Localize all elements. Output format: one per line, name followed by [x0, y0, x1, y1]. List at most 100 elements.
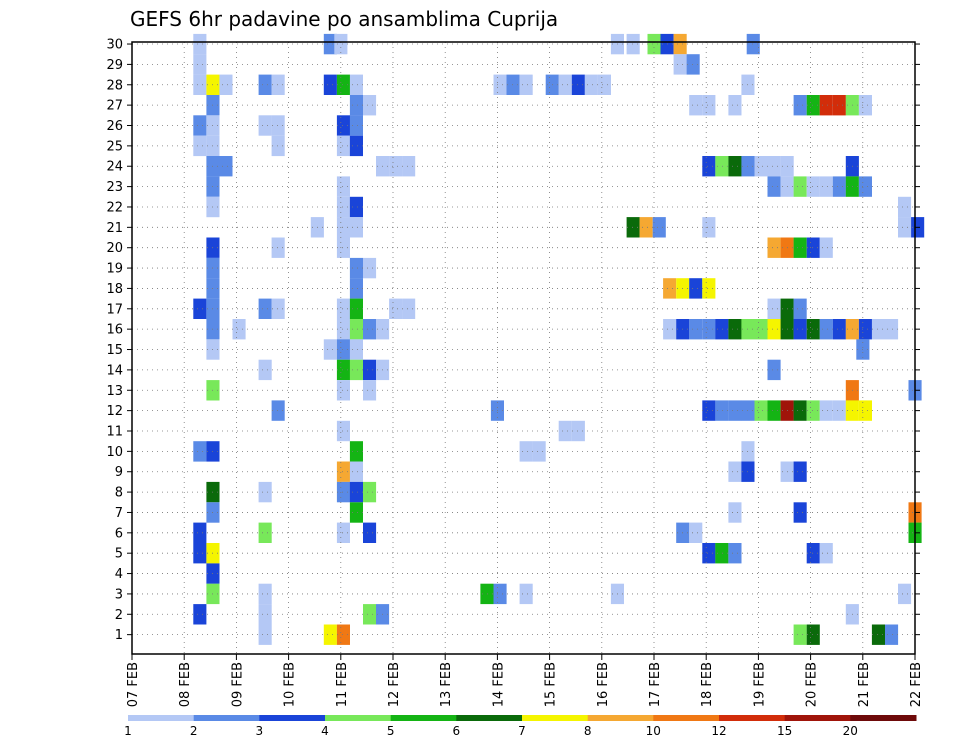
heatmap-cell — [402, 298, 416, 319]
heatmap-cell — [336, 339, 350, 360]
heatmap-cell — [793, 461, 807, 482]
heatmap-cell — [193, 543, 207, 564]
x-tick-label: 15 FEB — [544, 662, 559, 707]
heatmap-cell — [767, 237, 781, 258]
heatmap-cell — [673, 33, 687, 55]
heatmap-cell — [349, 135, 363, 157]
heatmap-cell — [558, 74, 572, 95]
heatmap-cell — [363, 95, 377, 116]
heatmap-cell — [754, 156, 768, 177]
heatmap-cell — [715, 156, 729, 177]
heatmap-cell — [258, 481, 272, 503]
heatmap-cell — [793, 237, 807, 258]
heatmap-cell — [193, 33, 207, 55]
grid-layer — [131, 42, 916, 654]
heatmap-cell — [349, 319, 363, 340]
legend-label: 4 — [321, 724, 329, 738]
heatmap-cell — [271, 135, 285, 157]
heatmap-cell — [754, 319, 768, 340]
y-tick-label: 29 — [106, 58, 123, 73]
heatmap-cell — [728, 95, 742, 116]
heatmap-cell — [793, 400, 807, 421]
heatmap-cell — [746, 33, 760, 55]
heatmap-cell — [663, 278, 677, 299]
y-tick-label: 20 — [106, 241, 123, 256]
heatmap-cell — [336, 420, 350, 442]
heatmap-cell — [702, 156, 716, 177]
heatmap-cell — [336, 380, 350, 401]
heatmap-cell — [193, 135, 207, 157]
heatmap-cell — [715, 400, 729, 421]
heatmap-cell — [493, 74, 507, 95]
heatmap-cell — [571, 74, 585, 95]
heatmap-cell — [271, 298, 285, 319]
heatmap-cell — [806, 176, 820, 197]
heatmap-cell — [728, 461, 742, 482]
heatmap-cell — [519, 74, 533, 95]
heatmap-cell — [336, 522, 350, 543]
heatmap-cell — [819, 319, 833, 340]
heatmap-cell — [832, 176, 846, 197]
y-tick-label: 16 — [106, 323, 123, 338]
heatmap-cell — [689, 278, 703, 299]
legend-label: 2 — [190, 724, 198, 738]
heatmap-cell — [702, 543, 716, 564]
heatmap-cell — [349, 74, 363, 95]
legend-label: 12 — [711, 724, 726, 738]
x-tick-label: 17 FEB — [648, 662, 663, 707]
heatmap-cell — [819, 237, 833, 258]
heatmap-cell — [858, 176, 872, 197]
heatmap-cell — [193, 441, 207, 462]
heatmap-cell — [819, 400, 833, 421]
heatmap-cell — [702, 95, 716, 116]
heatmap-cell — [898, 196, 912, 218]
heatmap-cell — [689, 522, 703, 543]
legend-swatch — [587, 715, 654, 721]
x-tick-label: 11 FEB — [335, 662, 350, 707]
heatmap-cell — [858, 95, 872, 116]
heatmap-cell — [702, 400, 716, 421]
heatmap-cell — [597, 74, 611, 95]
y-tick-label: 13 — [106, 384, 123, 399]
x-tick-label: 08 FEB — [178, 662, 193, 707]
y-tick-label: 25 — [106, 139, 123, 154]
heatmap-cell — [232, 319, 246, 340]
x-tick-label: 10 FEB — [283, 662, 298, 707]
heatmap-cell — [258, 298, 272, 319]
y-tick-label: 17 — [106, 302, 123, 317]
heatmap-cell — [363, 359, 377, 381]
heatmap-cell — [858, 400, 872, 421]
y-tick-label: 21 — [106, 221, 123, 236]
legend-swatch — [259, 715, 326, 721]
heatmap-cell — [336, 176, 350, 197]
heatmap-cell — [819, 543, 833, 564]
heatmap-cell — [349, 95, 363, 116]
legend: 1 2 3 4 5 6 7 8 10 12 15 20 — [124, 715, 917, 738]
heatmap-cell — [728, 543, 742, 564]
heatmap-cell — [647, 33, 661, 55]
heatmap-cell — [193, 54, 207, 75]
legend-label: 20 — [843, 724, 858, 738]
heatmap-cell — [336, 217, 350, 238]
y-tick-label: 19 — [106, 262, 123, 277]
heatmap-cell — [689, 319, 703, 340]
heatmap-cell — [728, 319, 742, 340]
heatmap-cell — [571, 420, 585, 442]
heatmap-cell — [819, 176, 833, 197]
heatmap-cell — [258, 74, 272, 95]
heatmap-cell — [689, 95, 703, 116]
y-tick-label: 18 — [106, 282, 123, 297]
y-tick-label: 7 — [115, 506, 123, 521]
heatmap-cell — [793, 176, 807, 197]
heatmap-cell — [336, 624, 350, 645]
heatmap-cell — [258, 115, 272, 136]
heatmap-cell — [832, 95, 846, 116]
heatmap-cell — [871, 624, 885, 645]
heatmap-cell — [702, 217, 716, 238]
heatmap-cell — [663, 319, 677, 340]
heatmap-cell — [363, 380, 377, 401]
legend-swatch — [193, 715, 260, 721]
x-tick-label: 18 FEB — [700, 662, 715, 707]
y-tick-label: 24 — [106, 160, 123, 175]
